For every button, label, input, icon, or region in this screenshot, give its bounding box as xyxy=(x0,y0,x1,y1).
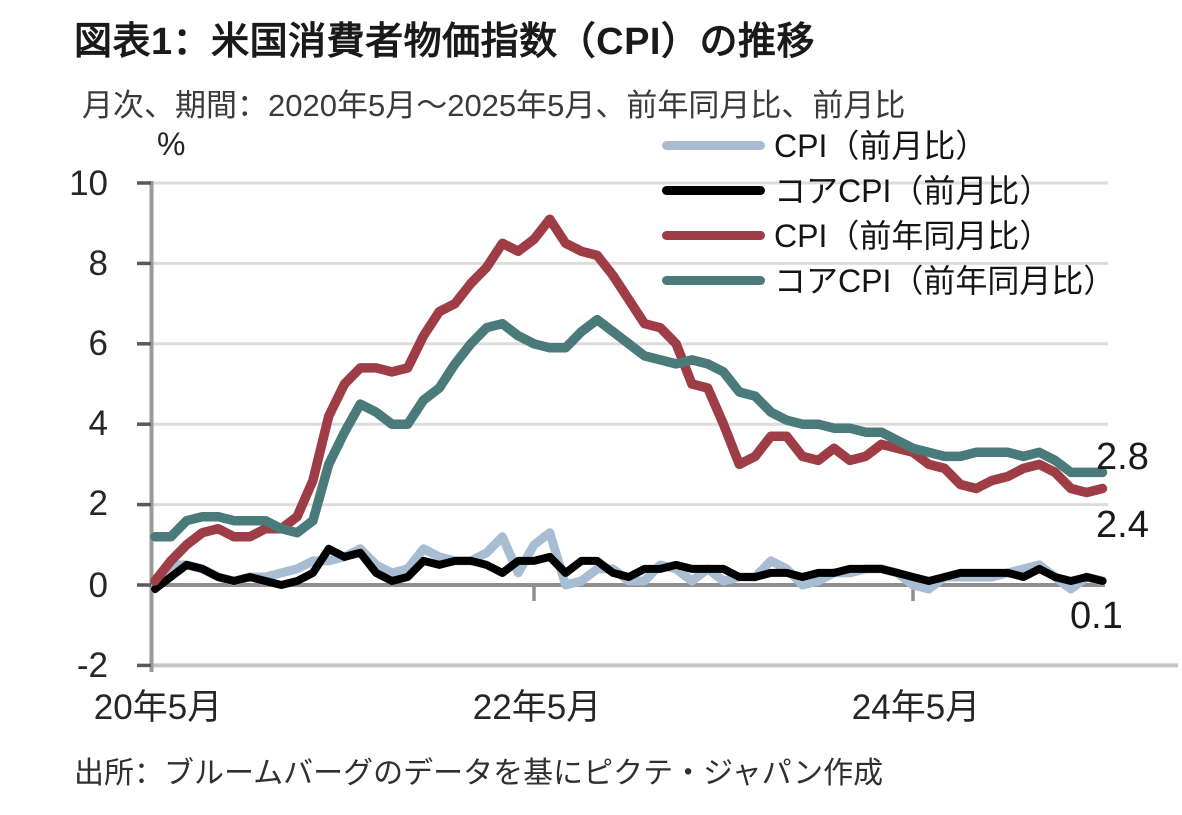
y-tick-label-4: 4 xyxy=(88,404,108,443)
end-value-label-cpi-yoy: 2.4 xyxy=(1096,504,1149,546)
page-title: 図表1：米国消費者物価指数（CPI）の推移 xyxy=(74,21,815,63)
legend-label: コアCPI（前月比） xyxy=(774,173,1052,209)
cpi-mom-line-swatch xyxy=(662,141,765,150)
core-cpi-yoy-line-swatch xyxy=(662,276,765,285)
y-tick-label-8: 8 xyxy=(88,244,108,283)
legend-label: CPI（前月比） xyxy=(774,128,988,164)
source-note: 出所：ブルームバーグのデータを基にピクテ・ジャパン作成 xyxy=(74,757,884,790)
y-tick-label-6: 6 xyxy=(88,324,108,363)
end-value-label-core-cpi-yoy: 2.8 xyxy=(1096,436,1149,478)
y-tick-label-2: 2 xyxy=(88,484,108,523)
x-tick-label-2024-05: 24年5月 xyxy=(851,688,981,727)
y-tick-label-0: 0 xyxy=(88,566,108,605)
x-tick-label-2022-05: 22年5月 xyxy=(472,688,602,727)
y-tick-label-neg2: -2 xyxy=(76,646,108,685)
end-value-label-mom: 0.1 xyxy=(1070,595,1123,637)
chart-subtitle: 月次、期間：2020年5月～2025年5月、前年同月比、前月比 xyxy=(82,88,906,123)
y-axis-unit-label: % xyxy=(157,126,186,162)
y-tick-label-10: 10 xyxy=(69,164,108,203)
legend-label: CPI（前年同月比） xyxy=(774,218,1052,254)
core-cpi-mom-line-swatch xyxy=(662,186,765,195)
cpi-yoy-line-swatch xyxy=(662,231,765,240)
x-tick-label-2020-05: 20年5月 xyxy=(93,688,223,727)
legend-label: コアCPI（前年同月比） xyxy=(774,263,1116,299)
